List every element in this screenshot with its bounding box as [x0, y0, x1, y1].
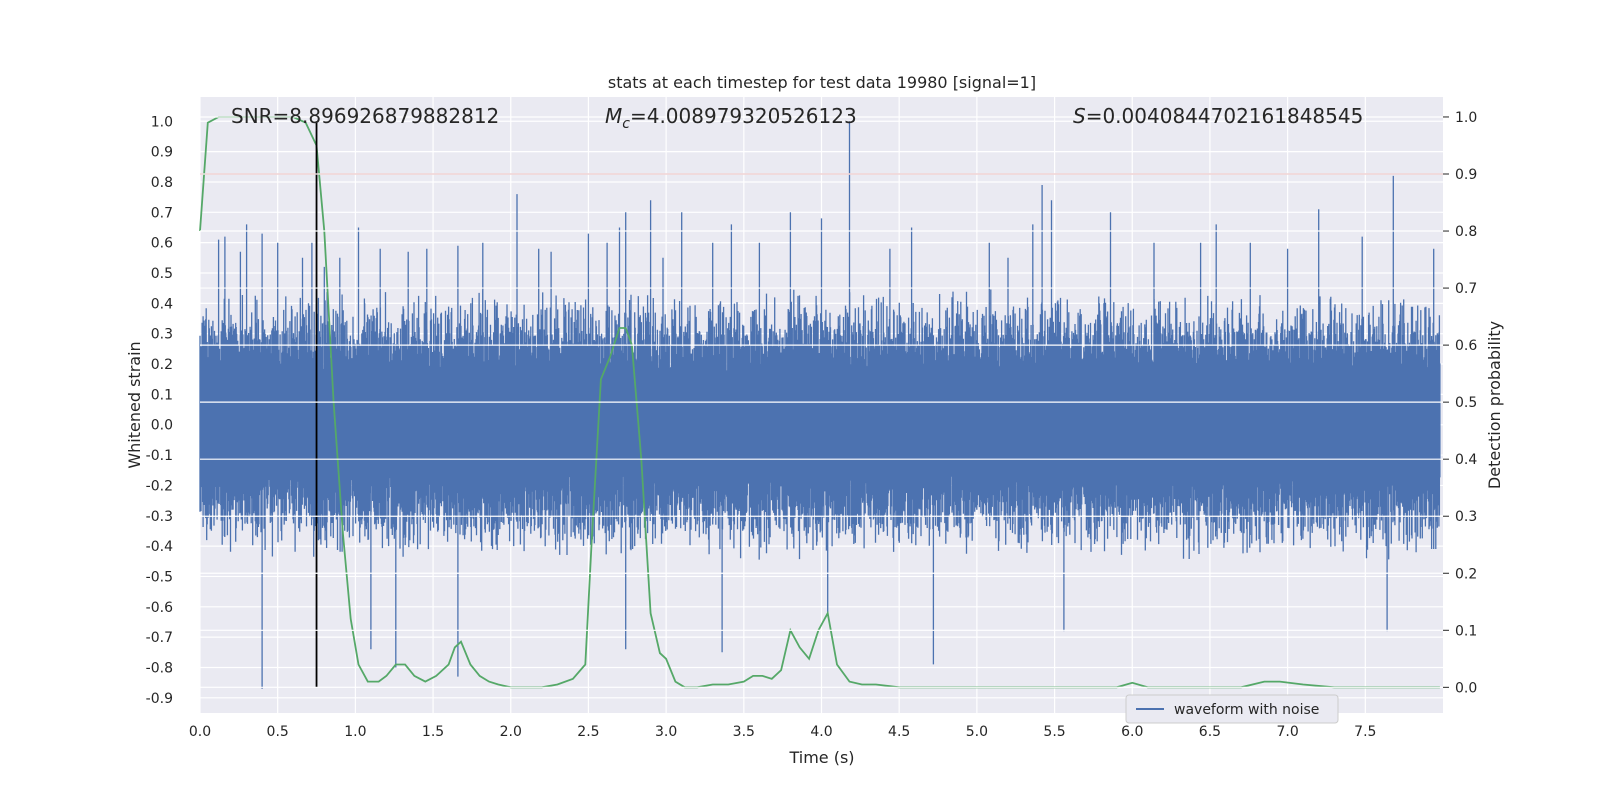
y2-tick-label: 0.6 — [1455, 338, 1477, 354]
y-axis-label: Whitened strain — [125, 341, 144, 468]
y2-tick-label: 1.0 — [1455, 110, 1477, 126]
x-tick-label: 7.0 — [1276, 724, 1298, 740]
mc-symbol: M — [605, 104, 622, 128]
y-tick-label: 1.0 — [151, 114, 173, 130]
x-tick-label: 1.0 — [344, 724, 366, 740]
y2-axis-label: Detection probability — [1485, 321, 1504, 489]
s-symbol: S — [1073, 104, 1086, 128]
y2-tick-label: 0.3 — [1455, 509, 1477, 525]
y-tick-label: -0.8 — [146, 660, 173, 676]
y-tick-label: 0.3 — [151, 327, 173, 343]
y-tick-label: 0.9 — [151, 145, 173, 161]
grid-y2 — [200, 116, 1449, 688]
y-tick-label: -0.9 — [146, 691, 173, 707]
legend: waveform with noise — [1125, 694, 1339, 724]
x-tick-label: 6.0 — [1121, 724, 1143, 740]
x-tick-label: 3.0 — [655, 724, 677, 740]
y-tick-label: -0.5 — [146, 569, 173, 585]
mc-value: =4.008979320526123 — [630, 104, 857, 128]
x-tick-label: 0.0 — [189, 724, 211, 740]
y2-tick-label: 0.9 — [1455, 167, 1477, 183]
y-tick-label: 0.7 — [151, 205, 173, 221]
x-tick-label: 2.5 — [577, 724, 599, 740]
x-tick-labels: 0.0 0.5 1.0 1.5 2.0 2.5 3.0 3.5 4.0 4.5 5.0 5.5 6.0 6… — [189, 724, 1377, 740]
y2-tick-label: 0.8 — [1455, 224, 1477, 240]
y-tick-label: -0.2 — [146, 478, 173, 494]
x-tick-label: 4.0 — [810, 724, 832, 740]
x-tick-label: 5.5 — [1043, 724, 1065, 740]
y-tick-label: -0.4 — [146, 539, 173, 555]
y-tick-label: -0.3 — [146, 509, 173, 525]
mc-annotation: Mc=4.008979320526123 — [605, 104, 857, 132]
y-tick-label: 0.6 — [151, 236, 173, 252]
s-value: =0.0040844702161848545 — [1086, 104, 1364, 128]
y-tick-label: 0.4 — [151, 296, 173, 312]
y-tick-label: -0.1 — [146, 448, 173, 464]
x-axis-label: Time (s) — [788, 748, 854, 767]
y2-tick-label: 0.2 — [1455, 566, 1477, 582]
y-tick-label: 0.5 — [151, 266, 173, 282]
x-tick-label: 2.0 — [500, 724, 522, 740]
y-tick-label: 0.2 — [151, 357, 173, 373]
y2-tick-label: 0.0 — [1455, 680, 1477, 696]
y-tick-label: 0.0 — [151, 418, 173, 434]
y2-tick-label: 0.4 — [1455, 452, 1477, 468]
x-tick-label: 3.5 — [733, 724, 755, 740]
noise-waveform-line — [199, 121, 1441, 689]
y2-tick-labels: 1.0 0.9 0.8 0.7 0.6 0.5 0.4 0.3 0.2 0.1 0.0 — [1455, 110, 1477, 696]
x-tick-label: 0.5 — [267, 724, 289, 740]
y-tick-label: 0.8 — [151, 175, 173, 191]
y-tick-labels: 1.0 0.9 0.8 0.7 0.6 0.5 0.4 0.3 0.2 0.1 0.0 -0.1 -0.… — [146, 114, 173, 707]
legend-label: waveform with noise — [1174, 702, 1319, 718]
y2-tick-label: 0.5 — [1455, 395, 1477, 411]
s-annotation: S=0.0040844702161848545 — [1073, 104, 1363, 128]
snr-annotation: SNR=8.896926879882812 — [231, 104, 499, 128]
x-tick-label: 5.0 — [966, 724, 988, 740]
y-tick-label: 0.1 — [151, 387, 173, 403]
x-tick-label: 6.5 — [1199, 724, 1221, 740]
x-tick-label: 4.5 — [888, 724, 910, 740]
x-tick-label: 7.5 — [1354, 724, 1376, 740]
chart-title: stats at each timestep for test data 199… — [608, 73, 1036, 92]
series-waveform-with-noise — [199, 121, 1441, 689]
y-tick-label: -0.6 — [146, 600, 173, 616]
y2-tick-label: 0.1 — [1455, 623, 1477, 639]
y-tick-label: -0.7 — [146, 630, 173, 646]
y2-tick-label: 0.7 — [1455, 281, 1477, 297]
mc-subscript: c — [622, 116, 630, 132]
x-tick-label: 1.5 — [422, 724, 444, 740]
legend-box — [1125, 694, 1339, 724]
